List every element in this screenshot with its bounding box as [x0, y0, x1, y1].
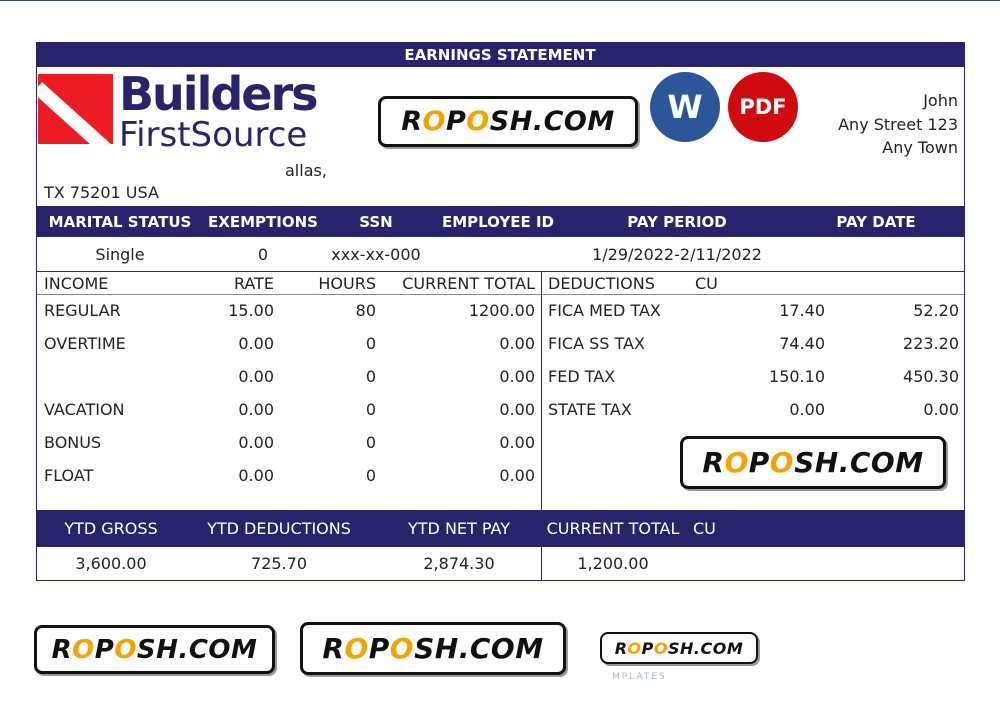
deduction-row-ytd: 450.30	[903, 367, 959, 386]
top-border	[0, 0, 1000, 1]
deduction-row-ytd: 0.00	[923, 400, 959, 419]
watermark-text: ROPOSH.COM	[702, 446, 924, 479]
header-exemptions: EXEMPTIONS	[208, 213, 318, 231]
watermark-text: ROPOSH.COM	[51, 634, 258, 665]
value-exemptions: 0	[257, 245, 269, 264]
employee-street: Any Street 123	[838, 115, 958, 134]
ytd-net-pay-value: 2,874.30	[423, 554, 495, 573]
ytd-gross-header: YTD GROSS	[64, 519, 158, 538]
income-row-label: BONUS	[44, 433, 102, 452]
income-header: INCOME	[44, 274, 109, 293]
income-row-total: 0.00	[499, 334, 535, 353]
income-row-hours: 0	[365, 466, 376, 485]
watermark-text: ROPOSH.COM	[322, 632, 544, 665]
divider	[37, 66, 964, 67]
deductions-current-header: CU	[695, 274, 718, 293]
income-row-rate: 0.00	[238, 367, 274, 386]
deduction-row-current: 0.00	[789, 400, 825, 419]
deduction-row-label: FICA SS TAX	[548, 334, 645, 353]
employee-town: Any Town	[882, 138, 958, 157]
word-icon: W	[667, 88, 703, 126]
deduction-row-label: STATE TAX	[548, 400, 632, 419]
divider	[37, 271, 964, 272]
watermark-logo: ROPOSH.COM	[600, 632, 758, 664]
current-total-summary-header: CURRENT TOTAL	[546, 519, 680, 538]
income-row-label: REGULAR	[44, 301, 121, 320]
title-bar: EARNINGS STATEMENT	[37, 43, 964, 66]
income-row-rate: 0.00	[238, 334, 274, 353]
watermark-logo: ROPOSH.COM	[378, 96, 638, 147]
deduction-row-ytd: 52.20	[913, 301, 959, 320]
income-row-total: 0.00	[499, 466, 535, 485]
watermark-logo: ROPOSH.COM	[34, 625, 275, 674]
income-row-rate: 0.00	[238, 433, 274, 452]
deductions-header: DEDUCTIONS	[548, 274, 655, 293]
deduction-row-current: 17.40	[779, 301, 825, 320]
income-row-hours: 80	[355, 301, 376, 320]
watermark-logo: ROPOSH.COM	[680, 436, 946, 489]
current-deductions-summary-header: CU	[693, 519, 716, 538]
ytd-gross-value: 3,600.00	[75, 554, 147, 573]
value-ssn: xxx-xx-000	[331, 245, 421, 264]
watermark-text: ROPOSH.COM	[614, 638, 744, 658]
income-row-total: 0.00	[499, 367, 535, 386]
income-row-label: FLOAT	[44, 466, 94, 485]
pdf-icon: PDF	[739, 95, 787, 119]
deduction-row-current: 150.10	[769, 367, 825, 386]
income-row-rate: 0.00	[238, 466, 274, 485]
deduction-row-label: FED TAX	[548, 367, 616, 386]
watermark-logo: ROPOSH.COM	[300, 622, 566, 675]
deduction-row-ytd: 223.20	[903, 334, 959, 353]
summary-header-bar: YTD GROSS YTD DEDUCTIONS YTD NET PAY CUR…	[37, 510, 964, 547]
company-address-line1: allas,	[285, 161, 327, 180]
rate-header: RATE	[233, 274, 274, 293]
income-row-hours: 0	[365, 334, 376, 353]
income-row-total: 0.00	[499, 433, 535, 452]
hours-header: HOURS	[318, 274, 376, 293]
income-row-hours: 0	[365, 367, 376, 386]
value-marital-status: Single	[95, 245, 145, 264]
ytd-net-pay-header: YTD NET PAY	[408, 519, 510, 538]
company-address-line2: TX 75201 USA	[44, 183, 159, 202]
income-row-hours: 0	[365, 433, 376, 452]
income-row-label: VACATION	[44, 400, 125, 419]
income-row-hours: 0	[365, 400, 376, 419]
current-total-header: CURRENT TOTAL	[402, 274, 535, 293]
pdf-download-button[interactable]: PDF	[728, 72, 798, 142]
header-marital-status: MARITAL STATUS	[48, 213, 192, 231]
income-row-total: 1200.00	[468, 301, 535, 320]
income-row-rate: 0.00	[238, 400, 274, 419]
header-pay-date: PAY DATE	[836, 213, 916, 231]
statement-title: EARNINGS STATEMENT	[404, 46, 596, 64]
info-header-bar: MARITAL STATUS EXEMPTIONS SSN EMPLOYEE I…	[37, 206, 964, 237]
watermark-subtext: MPLATES	[612, 672, 667, 682]
company-logo-text: Builders	[119, 67, 319, 121]
watermark-text: ROPOSH.COM	[401, 106, 615, 137]
ytd-deductions-value: 725.70	[251, 554, 307, 573]
header-employee-id: EMPLOYEE ID	[441, 213, 555, 231]
income-row-rate: 15.00	[228, 301, 274, 320]
current-total-value: 1,200.00	[577, 554, 649, 573]
income-row-label: OVERTIME	[44, 334, 126, 353]
value-pay-period: 1/29/2022-2/11/2022	[592, 245, 762, 264]
earnings-statement: EARNINGS STATEMENT Builders FirstSource …	[36, 42, 965, 581]
employee-name: John	[923, 91, 958, 110]
column-divider	[541, 271, 542, 510]
deduction-row-current: 74.40	[779, 334, 825, 353]
header-pay-period: PAY PERIOD	[627, 213, 727, 231]
company-logo-subtext: FirstSource	[119, 115, 308, 155]
company-logo-mark	[38, 74, 113, 144]
divider	[37, 294, 964, 295]
deduction-row-label: FICA MED TAX	[548, 301, 661, 320]
income-row-total: 0.00	[499, 400, 535, 419]
word-download-button[interactable]: W	[650, 72, 720, 142]
ytd-deductions-header: YTD DEDUCTIONS	[207, 519, 351, 538]
column-divider	[541, 547, 542, 581]
header-ssn: SSN	[359, 213, 393, 231]
